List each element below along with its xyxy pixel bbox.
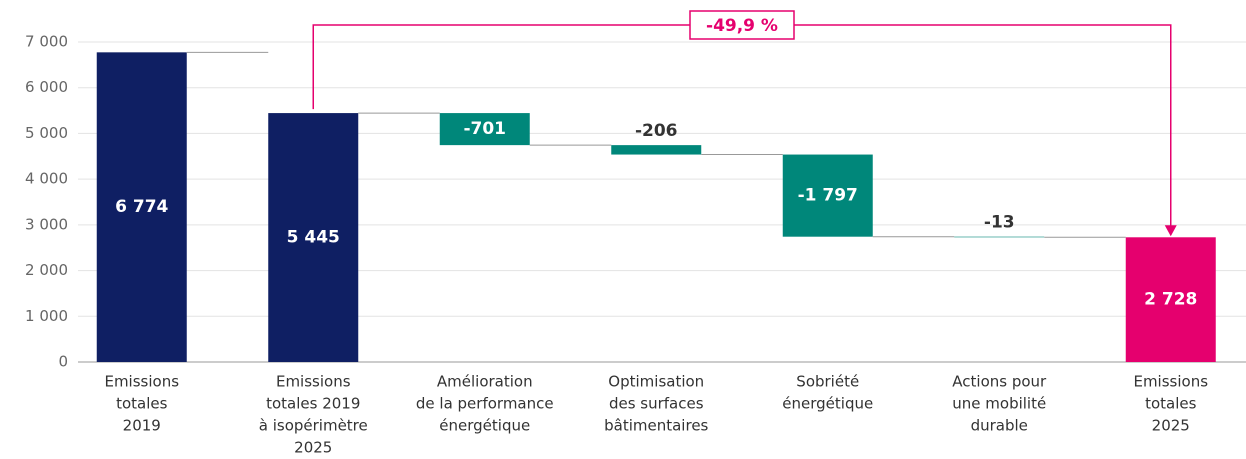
x-tick-label: une mobilité [952,395,1046,413]
bar [611,145,702,155]
bar [96,52,187,363]
x-tick-label: Emissions [1133,373,1208,391]
value-label: 5 445 [287,228,340,248]
y-tick-label: 2 000 [25,261,68,279]
x-tick-label: 2019 [123,417,161,435]
y-tick-label: 3 000 [25,215,68,233]
x-tick-label: Emissions [276,373,351,391]
x-tick-label: totales [1145,395,1197,413]
x-tick-label: énergétique [439,417,530,435]
y-tick-label: 6 000 [25,78,68,96]
annotation: -49,9 % [706,16,778,36]
value-label: -206 [635,121,678,141]
x-tick-label: totales [116,395,168,413]
value-label: -701 [463,119,506,139]
x-tick-label: de la performance [416,395,554,413]
x-tick-label: totales 2019 [266,395,360,413]
y-tick-label: 0 [58,353,68,371]
y-tick-label: 7 000 [25,33,68,51]
bar [782,154,873,237]
y-tick-label: 4 000 [25,170,68,188]
x-tick-label: énergétique [782,395,873,413]
x-tick-label: des surfaces [609,395,704,413]
bar [439,113,530,146]
x-tick-label: Actions pour [952,373,1047,391]
value-label: 2 728 [1144,290,1197,310]
x-tick-label: Sobriété [796,373,859,391]
x-tick-label: Optimisation [608,373,704,391]
x-tick-label: à isopérimètre [259,417,368,435]
x-tick-label: bâtimentaires [604,417,708,435]
value-label: -13 [984,213,1015,233]
x-tick-label: Emissions [104,373,179,391]
x-tick-label: 2025 [1152,417,1190,435]
bar [954,236,1045,238]
bar [1125,237,1216,362]
annotation-box [689,10,795,40]
x-tick-label: Amélioration [437,373,533,391]
x-tick-label: durable [971,417,1028,435]
bar [268,113,359,362]
x-tick-label: 2025 [294,439,332,457]
y-tick-label: 5 000 [25,124,68,142]
value-label: -1 797 [798,186,858,206]
y-tick-label: 1 000 [25,307,68,325]
value-label: 6 774 [115,197,168,217]
arrowhead [1164,225,1177,237]
